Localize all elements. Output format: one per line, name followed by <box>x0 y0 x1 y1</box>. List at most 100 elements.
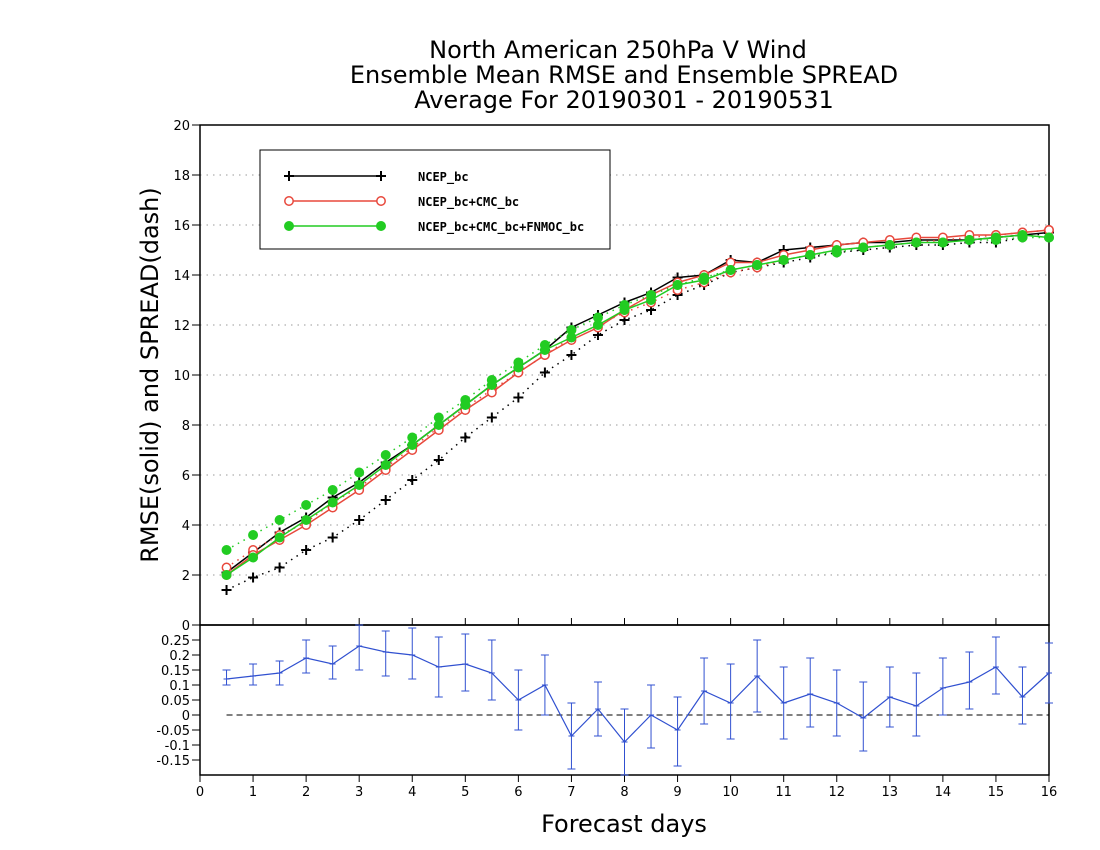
series-2-rmse-point <box>592 320 603 330</box>
legend: NCEP_bc NCEP_bc+CMC_bc NCEP_bc+CMC_bc+FNMO… <box>259 149 611 250</box>
difference-point <box>885 666 894 728</box>
y-axis-label: RMSE(solid) and SPREAD(dash) <box>136 187 164 563</box>
series-0-spread-point <box>539 367 550 378</box>
x-tick-label: 11 <box>775 785 792 800</box>
series-0-spread-point <box>327 532 338 543</box>
difference-point <box>593 681 602 737</box>
series-2-rmse-point <box>539 345 550 355</box>
series-2 <box>221 230 1054 580</box>
legend-label: NCEP_bc <box>418 170 469 185</box>
series-2-spread-point <box>301 500 312 510</box>
legend-label: NCEP_bc+CMC_bc+FNMOC_bc <box>418 220 584 235</box>
difference-point <box>700 657 709 725</box>
x-tick-label: 8 <box>620 785 628 800</box>
difference-point <box>1018 666 1027 725</box>
x-axis-label: Forecast days <box>541 810 707 838</box>
series-2-rmse-point <box>301 515 312 525</box>
series-2-spread-point <box>274 515 285 525</box>
difference-point <box>540 654 549 716</box>
difference-point <box>461 633 470 692</box>
series-1-spread-line <box>226 229 1050 569</box>
x-tick-label: 6 <box>514 785 522 800</box>
diff-y-tick-label: -0.1 <box>165 739 190 754</box>
y-tick-label: 10 <box>173 369 190 384</box>
difference-line <box>226 645 1050 743</box>
x-tick-label: 5 <box>461 785 469 800</box>
difference-point <box>567 702 576 770</box>
difference-point <box>965 651 974 710</box>
y-tick-label: 6 <box>182 469 190 484</box>
diff-y-tick-label: 0.15 <box>161 664 190 679</box>
y-tick-label: 12 <box>173 319 190 334</box>
x-tick-label: 9 <box>673 785 681 800</box>
legend-box <box>259 149 611 250</box>
x-tick-label: 7 <box>567 785 575 800</box>
y-tick-label: 14 <box>173 269 190 284</box>
x-tick-label: 15 <box>988 785 1005 800</box>
chart-title-line-3: Average For 20190301 - 20190531 <box>414 86 834 114</box>
diff-y-tick-label: 0.05 <box>161 694 190 709</box>
y-tick-label: 20 <box>173 119 190 134</box>
series-2-rmse-point <box>380 460 391 470</box>
y-tick-label: 4 <box>182 519 190 534</box>
difference-point <box>355 624 364 671</box>
series-0-spread-point <box>380 495 391 505</box>
legend-marker <box>376 171 386 181</box>
difference-point <box>1045 642 1053 704</box>
diff-y-tick-label: -0.15 <box>156 754 190 769</box>
series-2-rmse-point <box>1017 230 1028 240</box>
series-2-rmse-point <box>990 232 1001 243</box>
y-tick-label: 18 <box>173 169 190 184</box>
series-2-rmse-point <box>805 250 816 260</box>
difference-point <box>647 684 656 749</box>
legend-marker <box>284 221 294 231</box>
difference-point <box>275 660 284 686</box>
legend-marker <box>284 196 294 206</box>
y-tick-label: 8 <box>182 419 190 434</box>
y-tick-label: 0 <box>182 619 190 634</box>
x-tick-label: 3 <box>355 785 363 800</box>
series-2-rmse-point <box>1044 232 1054 243</box>
series-0-spread-point <box>407 475 418 485</box>
difference-point <box>487 639 496 701</box>
legend-label: NCEP_bc+CMC_bc <box>418 195 519 210</box>
series-0-spread-point <box>513 392 524 403</box>
x-tick-label: 14 <box>935 785 952 800</box>
series-layer <box>221 225 1054 595</box>
series-2-spread-point <box>327 485 338 495</box>
x-tick-label: 4 <box>408 785 416 800</box>
legend-entry-2: NCEP_bc+CMC_bc+FNMOC_bc <box>284 220 584 235</box>
difference-series-layer <box>222 624 1053 776</box>
series-2-rmse-point <box>725 265 736 275</box>
series-2-spread-point <box>248 530 259 540</box>
legend-marker <box>376 221 386 231</box>
diff-y-tick-label: 0 <box>182 709 190 724</box>
series-2-spread-point <box>380 450 391 460</box>
series-2-rmse-point <box>911 237 922 248</box>
difference-point <box>753 639 762 713</box>
x-tick-label: 10 <box>722 785 739 800</box>
series-0-spread-point <box>221 585 232 595</box>
difference-point <box>991 636 1000 695</box>
series-2-rmse-point <box>354 480 365 490</box>
difference-point <box>673 696 682 767</box>
x-tick-label: 2 <box>302 785 310 800</box>
x-tick-label: 1 <box>249 785 257 800</box>
series-2-rmse-point <box>672 280 683 290</box>
series-2-rmse-point <box>566 332 577 343</box>
series-0-spread-point <box>301 545 312 555</box>
diff-y-tick-label: 0.25 <box>161 634 190 649</box>
x-axis: 0 1 2 3 4 5 6 7 8 9 10 11 12 13 14 15 16 <box>196 618 1057 800</box>
difference-y-axis: 0.250.20.150.10.050-0.05-0.1-0.15 <box>156 634 200 769</box>
series-0-spread-point <box>486 412 497 423</box>
difference-point <box>912 672 921 737</box>
series-0-spread-point <box>460 432 471 443</box>
series-2-spread-point <box>221 545 232 555</box>
diff-y-tick-label: -0.05 <box>156 724 190 739</box>
chart-title-line-1: North American 250hPa V Wind <box>429 36 807 64</box>
series-2-rmse-point <box>778 255 789 265</box>
difference-point <box>381 630 390 677</box>
x-tick-label: 0 <box>196 785 204 800</box>
series-2-spread-line <box>226 236 1049 551</box>
